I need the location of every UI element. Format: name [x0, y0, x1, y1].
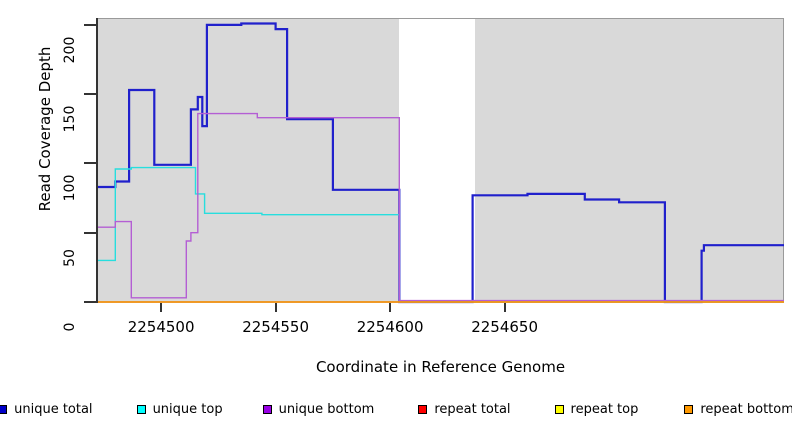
zero-coverage-gap	[399, 19, 475, 302]
legend-swatch-icon	[684, 404, 694, 414]
legend-swatch-icon	[136, 404, 146, 414]
legend-label: unique bottom	[278, 401, 375, 417]
legend-label: repeat total	[434, 401, 511, 417]
y-tick-label: 50	[62, 248, 78, 267]
legend-item-unique-top[interactable]: unique top	[136, 401, 223, 417]
x-tick-mark	[274, 303, 277, 312]
y-tick-mark	[84, 301, 97, 303]
x-tick-mark	[160, 303, 163, 312]
y-tick-mark	[84, 162, 97, 165]
legend-swatch-icon	[262, 404, 272, 414]
legend-item-unique-total[interactable]: unique total	[0, 402, 93, 417]
x-tick-label: 2254500	[127, 318, 195, 336]
legend-label: unique total	[14, 401, 93, 417]
legend-swatch-icon	[0, 404, 8, 414]
legend-swatch-icon	[418, 404, 428, 414]
y-tick-label: 150	[62, 105, 78, 133]
legend-label: unique top	[152, 401, 223, 417]
legend-item-repeat-bottom[interactable]: repeat bottom	[684, 402, 792, 417]
x-tick-label: 2254600	[356, 318, 424, 336]
x-axis-title: Coordinate in Reference Genome	[315, 358, 566, 376]
y-axis-title: Read Coverage Depth	[36, 46, 54, 212]
y-tick-mark	[84, 231, 97, 234]
legend-swatch-icon	[554, 404, 564, 414]
x-tick-label: 2254550	[242, 318, 310, 336]
x-tick-mark	[503, 303, 506, 312]
legend-item-unique-bottom[interactable]: unique bottom	[262, 401, 375, 417]
chart-legend: unique total unique top unique bottom repea…	[0, 396, 792, 422]
legend-label: repeat bottom	[700, 401, 792, 417]
x-tick-label: 2254650	[471, 318, 539, 336]
y-tick-label: 0	[62, 322, 78, 332]
y-tick-mark	[84, 93, 97, 96]
y-tick-label: 100	[62, 175, 78, 202]
y-axis-line	[96, 18, 98, 303]
x-tick-mark	[389, 303, 392, 312]
y-tick-mark	[84, 23, 97, 26]
legend-item-repeat-total[interactable]: repeat total	[418, 401, 511, 417]
legend-item-repeat-top[interactable]: repeat top	[554, 401, 639, 417]
y-tick-label: 200	[62, 36, 78, 64]
legend-label: repeat top	[570, 401, 639, 417]
